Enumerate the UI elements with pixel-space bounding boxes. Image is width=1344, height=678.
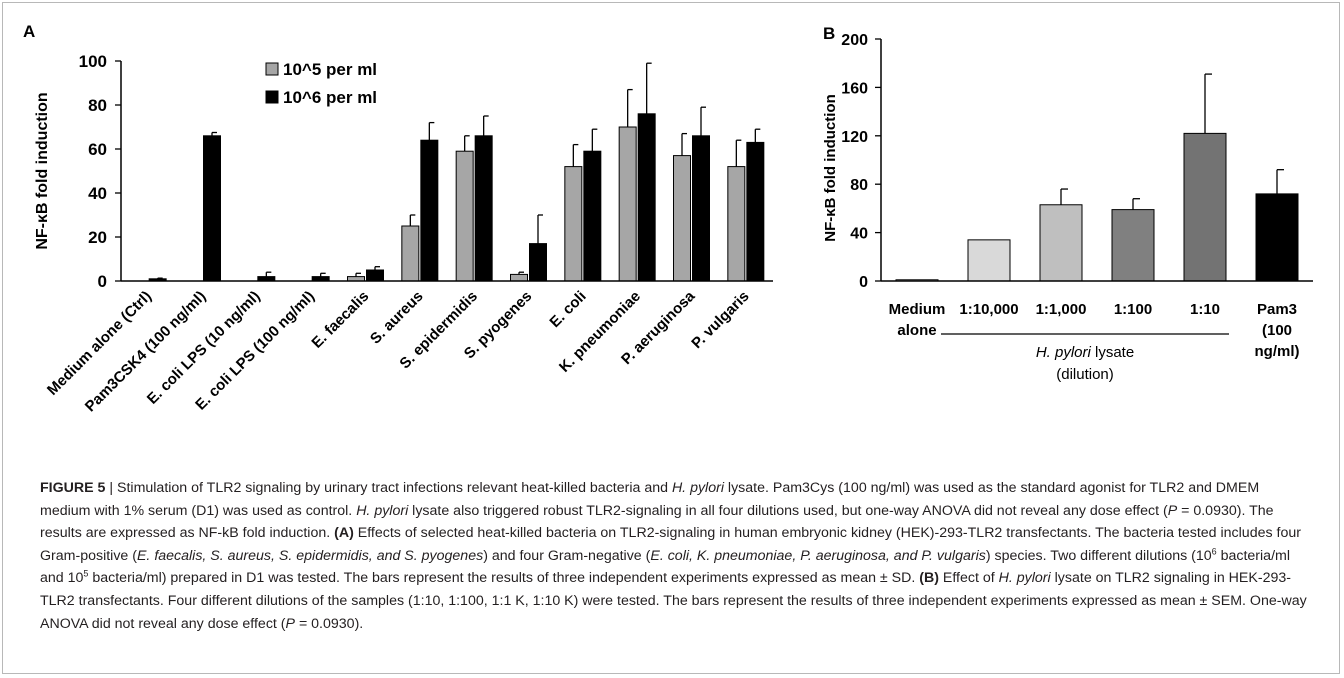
bar	[637, 113, 656, 282]
caption-text: ) and four Gram-negative (	[483, 547, 651, 564]
chart-panel-b: B 0 40 80 120 160 200 NF-κB fold induction Mediu…	[822, 24, 1313, 383]
caption-text: ) species. Two different dilutions (10	[985, 547, 1212, 564]
caption-text: Stimulation of TLR2 signaling by urinary…	[117, 480, 672, 496]
y-tick-label: 80	[850, 177, 868, 194]
bar	[1111, 209, 1155, 282]
x-tick-label: Pam3	[1257, 301, 1297, 318]
bar	[673, 155, 691, 282]
caption-text: = 0.0930). The results are expressed as …	[40, 502, 1274, 542]
caption-figure-label: FIGURE 5	[40, 480, 106, 496]
caption-italic: P	[285, 615, 295, 632]
caption-text: Effects of selected heat-killed bacteria…	[40, 525, 1301, 564]
bar	[967, 239, 1011, 282]
bar	[529, 243, 547, 282]
chart-panel-a: A 0 20 40 60 80 100 NF-κB fold induction Medium …	[23, 22, 773, 415]
group-label-line-2: (dilution)	[1056, 366, 1114, 383]
y-tick-label: 100	[79, 52, 107, 71]
bar	[746, 141, 765, 282]
caption-text: lysate on TLR2 signaling in HEK-293-TLR2…	[40, 570, 1307, 632]
caption-superscript: 6	[1211, 546, 1217, 557]
y-tick-label: 0	[98, 272, 107, 291]
x-tick-label: 1:10	[1190, 301, 1220, 318]
y-tick-label: 80	[88, 96, 107, 115]
y-axis-label: NF-κB fold induction	[34, 92, 51, 249]
legend-swatch	[265, 62, 279, 76]
x-tick-label: alone	[897, 322, 936, 339]
bar	[564, 166, 583, 282]
caption-italic: H. pylori	[671, 480, 724, 496]
x-tick-label: P. vulgaris	[688, 288, 752, 352]
figure-caption: FIGURE 5 | Stimulation of TLR2 signaling…	[40, 477, 1310, 635]
caption-text: Effect of	[938, 570, 999, 587]
caption-italic: H. pylori	[998, 570, 1051, 587]
bar	[510, 273, 528, 282]
bar	[474, 135, 493, 282]
panel-label-b: B	[823, 24, 835, 43]
x-tick-label: 1:1,000	[1036, 301, 1087, 318]
caption-panel-a-label: (A)	[334, 525, 354, 542]
y-tick-label: 120	[841, 129, 868, 146]
bar	[203, 135, 221, 282]
x-tick-label: ng/ml)	[1255, 343, 1300, 360]
x-tick-label: E. coli	[546, 288, 589, 331]
y-tick-label: 200	[841, 32, 868, 49]
caption-italic: H. pylori	[356, 502, 409, 519]
x-tick-label: 1:100	[1114, 301, 1152, 318]
group-label-line-1: H. pylori lysate	[1036, 344, 1134, 361]
y-tick-label: 60	[88, 140, 107, 159]
caption-text: bacteria/ml and 10	[40, 547, 1290, 587]
bar	[455, 150, 474, 282]
y-tick-label: 160	[841, 80, 868, 97]
caption-text: lysate. Pam3Cys (100 ng/ml) was used as …	[40, 480, 1260, 519]
legend-swatch	[265, 90, 279, 104]
group-label-plain: lysate	[1091, 344, 1134, 361]
y-tick-label: 0	[859, 274, 868, 291]
legend-label: 10^6 per ml	[283, 88, 377, 107]
caption-text: bacteria/ml) prepared in D1 was tested. …	[88, 570, 920, 587]
bar	[420, 139, 439, 282]
x-tick-label: E. faecalis	[308, 288, 372, 352]
y-tick-label: 40	[850, 226, 868, 243]
x-tick-label: Medium	[889, 301, 946, 318]
caption-italic: E. coli, K. pneumoniae, P. aeruginosa, a…	[650, 547, 986, 564]
y-tick-label: 20	[88, 228, 107, 247]
bar	[692, 135, 710, 282]
legend-label: 10^5 per ml	[283, 60, 377, 79]
bar	[366, 269, 384, 282]
caption-separator: |	[105, 480, 118, 496]
caption-panel-b-label: (B)	[919, 570, 939, 587]
y-tick-label: 40	[88, 184, 107, 203]
caption-italic: P	[1167, 502, 1178, 519]
bar	[1183, 132, 1227, 282]
bar	[1255, 193, 1299, 282]
caption-text: = 0.0930).	[295, 615, 364, 632]
x-tick-label: Medium alone (Ctrl)	[44, 288, 155, 399]
bar	[1039, 204, 1083, 282]
bar	[618, 126, 637, 282]
bar	[583, 150, 602, 282]
bar	[727, 166, 746, 282]
caption-superscript: 5	[83, 568, 89, 579]
panel-label-a: A	[23, 22, 35, 41]
caption-italic: E. faecalis, S. aureus, S. epidermidis, …	[136, 547, 484, 564]
x-tick-label: (100	[1262, 322, 1292, 339]
bar	[401, 225, 420, 282]
y-axis-label: NF-κB fold induction	[822, 94, 839, 242]
caption-text: lysate also triggered robust TLR2-signal…	[408, 502, 1168, 519]
x-tick-label: 1:10,000	[959, 301, 1018, 318]
group-label-italic: H. pylori	[1036, 344, 1092, 361]
